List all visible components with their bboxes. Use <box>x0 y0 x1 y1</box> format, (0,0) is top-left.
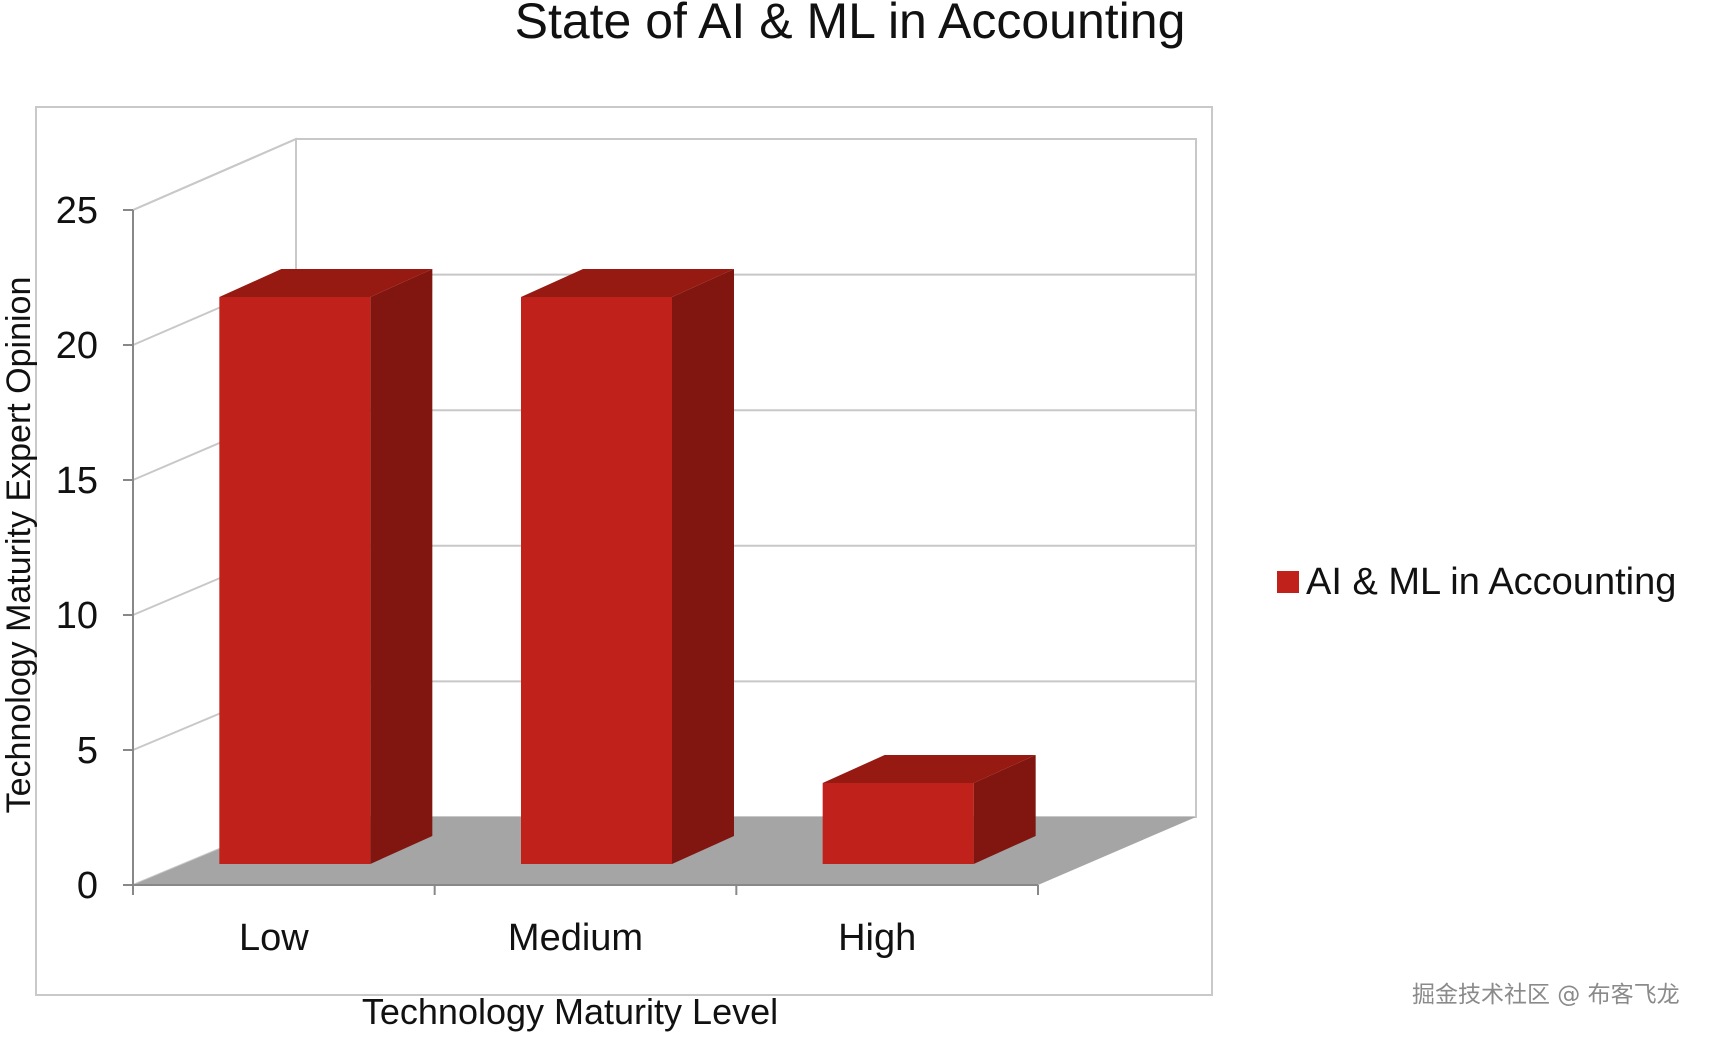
bar-side <box>370 269 433 864</box>
x-tick-label: Medium <box>508 917 643 959</box>
y-axis-label: Technology Maturity Expert Opinion <box>0 277 38 814</box>
watermark: 掘金技术社区 @ 布客飞龙 <box>1412 982 1680 1008</box>
y-tick-label: 5 <box>77 730 98 772</box>
bar-medium <box>521 269 734 864</box>
x-axis-label: Technology Maturity Level <box>362 991 778 1032</box>
bar-front <box>219 297 371 864</box>
bar-top <box>219 269 433 297</box>
y-tick-label: 0 <box>77 865 98 907</box>
bar-high <box>822 755 1036 864</box>
y-tick-label: 25 <box>56 190 98 232</box>
plot-frame <box>35 106 1213 996</box>
bar-top <box>822 755 1036 783</box>
legend-label: AI & ML in Accounting <box>1306 561 1676 603</box>
bar-front <box>822 783 974 864</box>
bar-front <box>521 297 672 864</box>
y-tick-label: 20 <box>56 325 98 367</box>
y-tick-label: 10 <box>56 595 98 637</box>
bar-top <box>521 269 734 297</box>
x-tick-label: Low <box>239 917 309 959</box>
bar-side <box>973 755 1036 864</box>
bar-low <box>219 269 433 864</box>
gridline-side <box>132 138 297 211</box>
chart-title: State of AI & ML in Accounting <box>515 0 1186 49</box>
y-tick-label: 15 <box>56 460 98 502</box>
x-tick-label: High <box>838 917 916 959</box>
bar-side <box>672 269 734 864</box>
legend-swatch <box>1277 571 1299 593</box>
